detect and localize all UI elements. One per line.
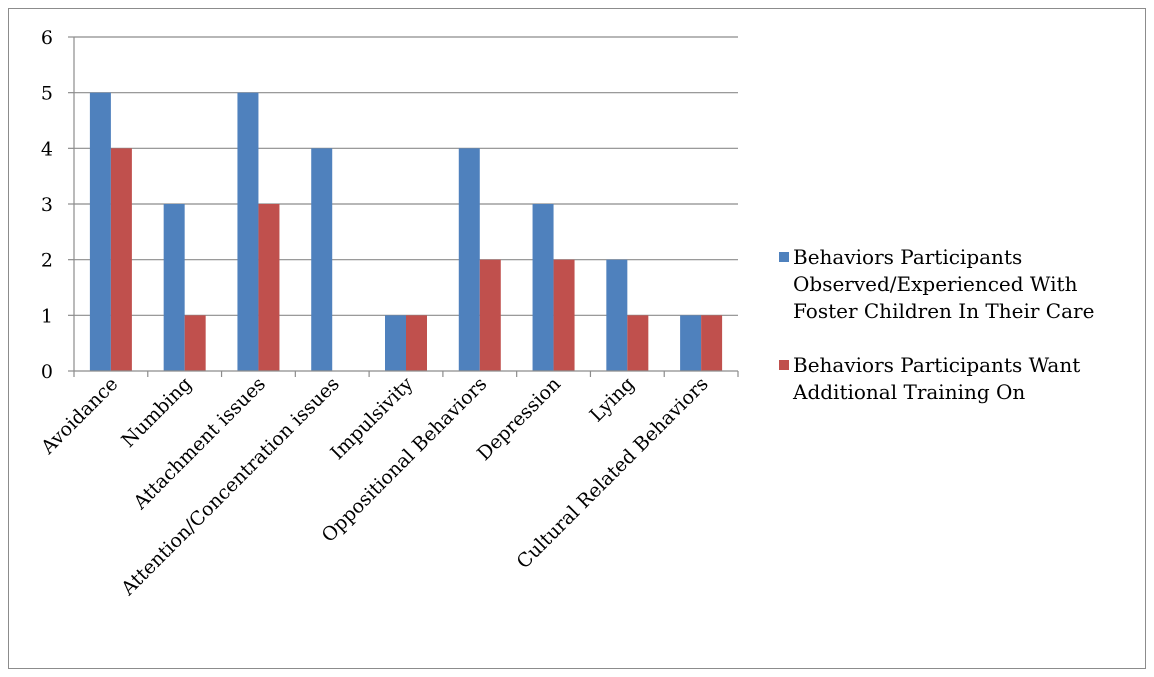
y-tick-label: 2 bbox=[41, 250, 53, 272]
x-tick-label: Attachment issues bbox=[129, 373, 270, 514]
legend-label: Behaviors Participants Want Additional Tr… bbox=[792, 353, 1080, 404]
bar-training bbox=[480, 260, 501, 371]
bar-observed bbox=[459, 148, 480, 371]
bar-observed bbox=[164, 204, 185, 371]
bar-training bbox=[701, 315, 722, 371]
y-tick-label: 3 bbox=[41, 194, 53, 216]
y-tick-label: 6 bbox=[41, 27, 53, 49]
bar-observed bbox=[311, 148, 332, 371]
bar-observed bbox=[237, 93, 258, 371]
y-tick-labels: 0 1 2 3 4 5 6 bbox=[41, 27, 53, 383]
bar-observed bbox=[385, 315, 406, 371]
y-tick-label: 5 bbox=[41, 83, 53, 105]
bar-training bbox=[258, 204, 279, 371]
legend: Behaviors Participants Observed/Experienc… bbox=[779, 245, 1094, 404]
bar-observed bbox=[680, 315, 701, 371]
bar-training bbox=[406, 315, 427, 371]
bar-training bbox=[185, 315, 206, 371]
x-tick-label: Numbing bbox=[117, 373, 196, 452]
bar-training bbox=[627, 315, 648, 371]
x-tick-label: Avoidance bbox=[36, 373, 122, 459]
y-tick-label: 1 bbox=[41, 305, 53, 327]
y-tick-label: 0 bbox=[41, 361, 53, 383]
legend-swatch bbox=[779, 360, 789, 370]
bar-training bbox=[554, 260, 575, 371]
bar-training bbox=[111, 148, 132, 371]
bar-observed bbox=[90, 93, 111, 371]
bar-observed bbox=[533, 204, 554, 371]
x-tick-label: Lying bbox=[585, 373, 638, 426]
legend-swatch bbox=[779, 252, 789, 262]
legend-label: Behaviors Participants Observed/Experienc… bbox=[793, 245, 1094, 323]
bars bbox=[90, 93, 722, 371]
y-tick-label: 4 bbox=[41, 138, 53, 160]
bar-observed bbox=[606, 260, 627, 371]
